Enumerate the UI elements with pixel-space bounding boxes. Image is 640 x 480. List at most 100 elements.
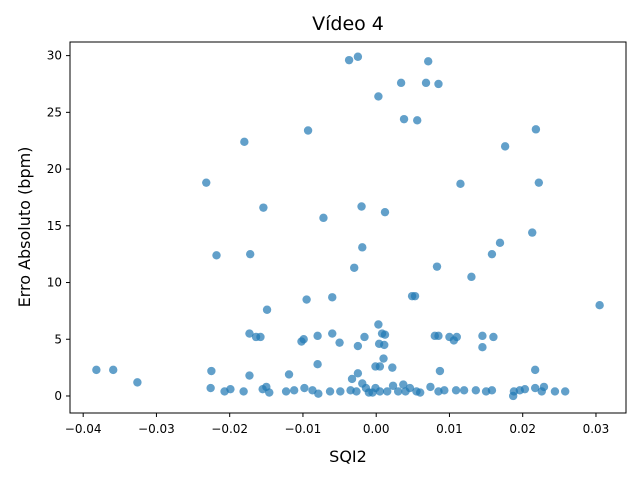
y-axis-label: Erro Absoluto (bpm) [15, 147, 34, 308]
point [434, 331, 443, 341]
point [426, 382, 435, 392]
point [202, 178, 211, 187]
point [508, 391, 518, 401]
y-tick-label: 20 [47, 162, 62, 176]
point [344, 55, 354, 65]
point [375, 362, 385, 371]
point [435, 366, 445, 376]
point [245, 371, 254, 380]
point [415, 388, 425, 397]
point [379, 354, 388, 363]
point [328, 293, 337, 302]
point [335, 338, 344, 347]
point [313, 331, 322, 341]
point [374, 320, 383, 329]
point [500, 142, 510, 151]
point [560, 387, 570, 396]
x-tick-label: 0.01 [436, 422, 463, 436]
point [451, 386, 461, 395]
point [595, 301, 604, 310]
point [265, 388, 274, 397]
point [297, 337, 306, 346]
point [478, 342, 487, 352]
y-tick-label: 10 [47, 276, 62, 290]
point [456, 179, 465, 189]
point [399, 114, 409, 124]
point [393, 387, 403, 396]
point [207, 366, 216, 376]
point [347, 374, 357, 384]
point [550, 387, 560, 396]
point [300, 383, 309, 393]
point [478, 331, 487, 341]
chart-title: Vídeo 4 [312, 13, 384, 35]
y-tick-label: 15 [47, 219, 62, 233]
point [368, 388, 377, 397]
point [530, 365, 540, 375]
point [319, 213, 328, 223]
point [353, 52, 363, 61]
point [353, 341, 363, 351]
point [281, 387, 291, 396]
point [440, 386, 449, 395]
point [92, 365, 101, 375]
point [380, 340, 389, 350]
point [357, 202, 366, 211]
point [467, 272, 476, 282]
point [302, 295, 311, 304]
point [360, 332, 369, 342]
point [534, 178, 544, 187]
point [388, 363, 397, 372]
point [432, 262, 442, 271]
point [413, 116, 422, 125]
point [239, 387, 248, 396]
point [489, 332, 498, 342]
point [421, 78, 431, 88]
point [212, 251, 221, 260]
x-tick-label: 0.02 [509, 422, 536, 436]
x-tick-label: −0.02 [211, 422, 248, 436]
point [358, 243, 367, 252]
point [487, 249, 497, 259]
point [410, 291, 420, 301]
point [380, 207, 390, 217]
x-tick-label: −0.03 [138, 422, 175, 436]
point [256, 332, 265, 342]
point [246, 249, 255, 259]
y-tick-label: 25 [47, 105, 62, 119]
point [530, 383, 540, 393]
point [259, 203, 268, 212]
point [226, 384, 235, 394]
point [495, 238, 505, 248]
point [336, 387, 345, 396]
point [353, 369, 363, 378]
point [434, 79, 443, 89]
point [350, 263, 359, 272]
point [399, 380, 408, 389]
point [537, 387, 546, 396]
point [133, 378, 142, 387]
point [374, 92, 383, 101]
x-axis-label: SQI2 [329, 447, 367, 466]
point [109, 365, 118, 375]
point [520, 384, 530, 394]
point [352, 387, 361, 396]
point [396, 78, 406, 88]
x-tick-label: −0.04 [65, 422, 102, 436]
point [289, 386, 299, 395]
point [325, 387, 335, 396]
point [303, 126, 313, 135]
y-tick-label: 30 [47, 49, 62, 63]
point [380, 330, 390, 339]
point [424, 57, 433, 66]
point [459, 386, 469, 395]
point [313, 360, 322, 369]
point [471, 386, 481, 395]
point [375, 387, 385, 396]
point [405, 383, 415, 393]
x-tick-label: −0.01 [285, 422, 322, 436]
point [452, 332, 461, 342]
point [284, 370, 294, 379]
point [487, 386, 497, 395]
